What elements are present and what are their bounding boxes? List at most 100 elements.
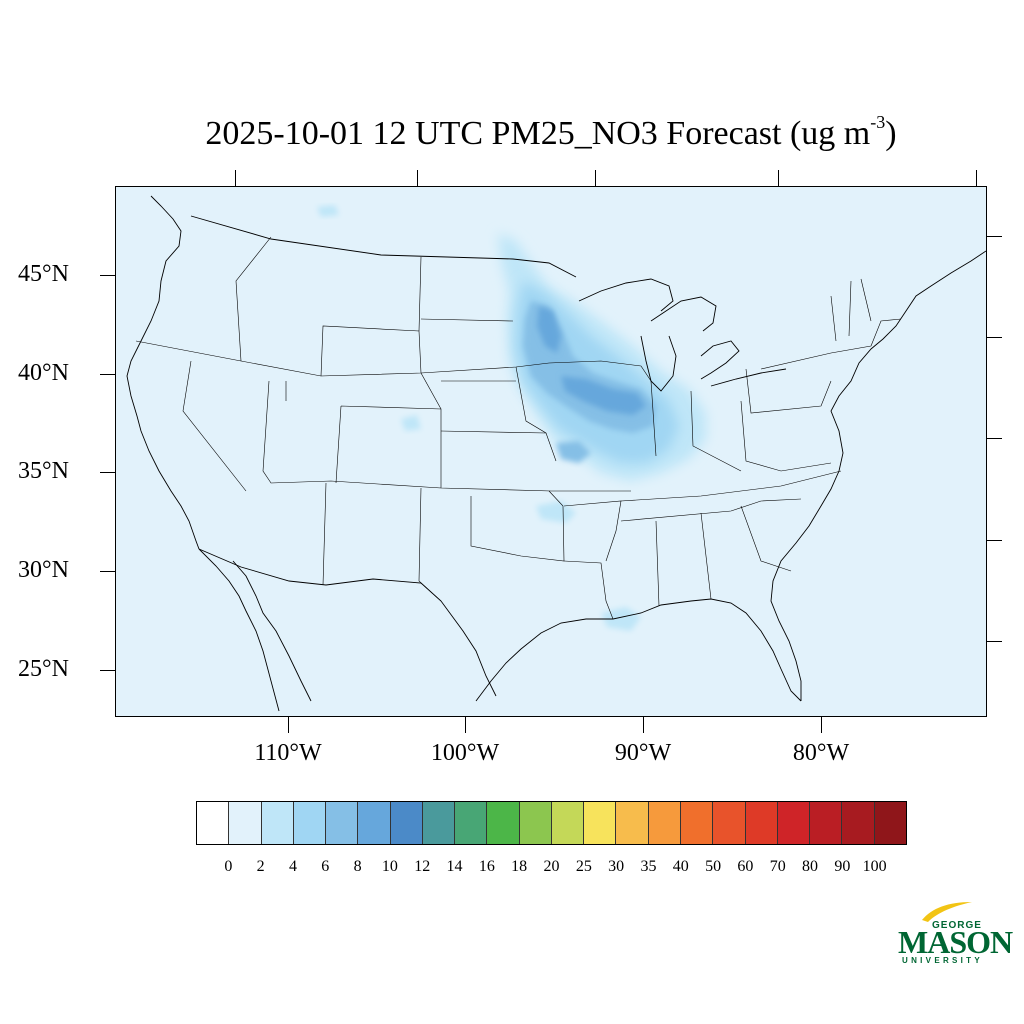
colorbar-label: 20 — [543, 858, 560, 875]
colorbar-box — [874, 802, 906, 844]
bottom-tick — [465, 717, 467, 733]
state-line — [262, 380, 631, 492]
right-tick — [987, 438, 1002, 440]
colorbar — [196, 801, 907, 845]
colorbar-box — [551, 802, 585, 844]
colorbar-label: 80 — [802, 858, 819, 875]
state-line — [420, 372, 547, 434]
florida-east — [770, 250, 986, 701]
gulf-coast — [475, 598, 802, 702]
colorbar-label: 90 — [834, 858, 851, 875]
state-line — [745, 368, 832, 414]
colorbar-label: 8 — [353, 858, 362, 875]
state-line — [515, 366, 557, 462]
state-line — [335, 405, 442, 488]
plume-level-2e — [401, 415, 421, 431]
state-line — [620, 470, 842, 502]
border-mexico — [198, 548, 497, 697]
right-tick — [987, 337, 1002, 339]
colorbar-label: 16 — [478, 858, 495, 875]
colorbar-label: 100 — [862, 858, 887, 875]
top-tick — [235, 170, 237, 186]
colorbar-label: 25 — [575, 858, 592, 875]
map-title-exponent: -3 — [870, 112, 886, 132]
colorbar-box — [422, 802, 456, 844]
colorbar-label: 4 — [288, 858, 297, 875]
bottom-tick — [643, 717, 645, 733]
colorbar-label: 6 — [321, 858, 330, 875]
colorbar-label: 0 — [224, 858, 233, 875]
colorbar-label: 12 — [414, 858, 431, 875]
right-tick — [987, 236, 1002, 238]
state-line — [320, 325, 422, 377]
map-title: 2025-10-01 12 UTC PM25_NO3 Forecast (ug … — [0, 112, 1024, 153]
colorbar-box — [777, 802, 811, 844]
colorbar-box — [713, 802, 746, 844]
colorbar-box — [810, 802, 843, 844]
plume-level-8 — [537, 306, 561, 353]
state-line — [563, 500, 622, 562]
plume-level-8b — [561, 376, 646, 415]
map-canvas — [126, 195, 986, 712]
colorbar-label: 2 — [256, 858, 265, 875]
logo-line-university: UNIVERSITY — [902, 956, 984, 965]
colorbar-box — [487, 802, 520, 844]
colorbar-labels: 0 2 4 6 8 10 12 14 16 18 20 25 30 35 40 50 60 70 80 90 100 — [0, 858, 1024, 880]
map-title-close: ) — [885, 115, 897, 152]
top-tick — [417, 170, 419, 186]
plume-level-6b — [556, 441, 591, 463]
colorbar-box — [616, 802, 649, 844]
colorbar-box — [680, 802, 714, 844]
plume-level-2c — [601, 607, 641, 631]
great-lakes — [578, 278, 787, 392]
boundaries — [126, 195, 986, 712]
map-panel — [115, 186, 987, 717]
colorbar-box — [358, 802, 391, 844]
colorbar-label: 18 — [511, 858, 528, 875]
gmu-logo: GEORGE MASON UNIVERSITY — [898, 900, 1013, 970]
colorbar-box — [390, 802, 423, 844]
colorbar-box — [293, 802, 327, 844]
bottom-tick — [821, 717, 823, 733]
state-line — [548, 360, 652, 382]
colorbar-box — [455, 802, 488, 844]
longitude-label: 110°W — [254, 740, 322, 766]
colorbar-box — [261, 802, 294, 844]
left-tick — [100, 670, 115, 672]
state-line — [470, 490, 565, 562]
colorbar-label: 30 — [608, 858, 625, 875]
longitude-label: 100°W — [430, 740, 500, 766]
longitude-label: 90°W — [614, 740, 672, 766]
baja-coast — [198, 548, 280, 712]
plume-level-2b — [536, 501, 576, 523]
state-line — [182, 360, 247, 492]
latitude-label: 35°N — [18, 458, 69, 484]
state-line — [285, 380, 516, 401]
bottom-tick — [288, 717, 290, 733]
colorbar-box — [584, 802, 617, 844]
left-tick — [100, 374, 115, 376]
state-line — [563, 560, 614, 620]
state-line — [418, 256, 514, 332]
colorbar-label: 50 — [705, 858, 722, 875]
state-line — [322, 482, 442, 602]
colorbar-box — [745, 802, 778, 844]
plume-level-2d — [317, 205, 339, 217]
logo-line-mason: MASON — [898, 924, 1013, 960]
colorbar-label: 60 — [737, 858, 754, 875]
left-tick — [100, 571, 115, 573]
border-canada — [190, 215, 577, 278]
colorbar-box — [842, 802, 875, 844]
coastline — [126, 195, 200, 550]
top-tick — [976, 170, 978, 186]
latitude-label: 45°N — [18, 261, 69, 287]
colorbar-label: 70 — [769, 858, 786, 875]
latitude-label: 40°N — [18, 360, 69, 386]
map-title-text: 2025-10-01 12 UTC PM25_NO3 Forecast (ug … — [205, 115, 871, 152]
state-line — [740, 400, 832, 472]
swoosh-icon — [922, 902, 972, 922]
state-line — [830, 278, 872, 342]
concentration-plume — [317, 205, 706, 631]
latitude-label: 30°N — [18, 557, 69, 583]
state-lines — [135, 236, 902, 620]
